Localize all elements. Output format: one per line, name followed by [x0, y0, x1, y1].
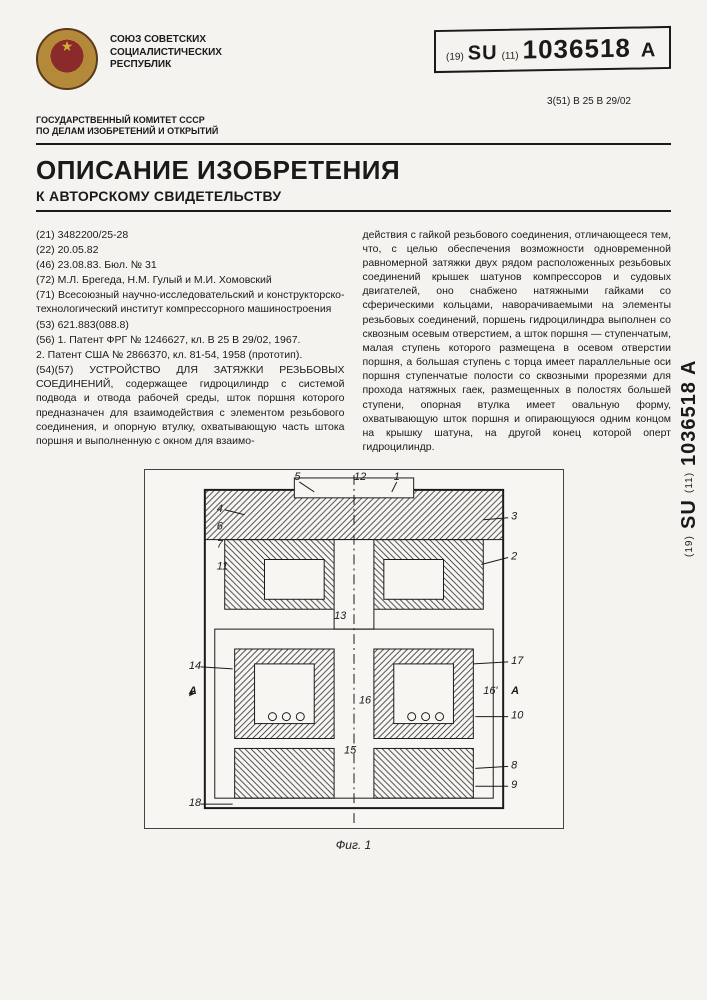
field-53: (53) 621.883(088.8): [36, 318, 345, 332]
classification-line: 3(51) В 25 В 29/02: [36, 96, 671, 107]
svg-text:5: 5: [294, 471, 301, 483]
svg-text:14: 14: [188, 660, 200, 672]
svg-text:16': 16': [483, 685, 498, 697]
pub-prefix-19: (19): [446, 52, 464, 63]
publication-number-box: (19) SU (11) 1036518 A: [434, 26, 671, 73]
svg-text:8: 8: [511, 760, 518, 772]
pub-suffix: A: [641, 39, 655, 62]
svg-text:17: 17: [511, 655, 524, 667]
field-46: (46) 23.08.83. Бюл. № 31: [36, 258, 345, 272]
svg-text:9: 9: [511, 780, 517, 792]
svg-text:13: 13: [334, 611, 346, 623]
field-21: (21) 3482200/25-28: [36, 228, 345, 242]
side-prefix-19: (19): [684, 535, 695, 557]
svg-text:A: A: [510, 685, 519, 697]
abstract-body: действия с гайкой резьбового соединения,…: [363, 228, 672, 455]
side-code: SU: [678, 499, 701, 529]
svg-text:18: 18: [188, 797, 201, 809]
figure-container: 5 12 1 4 6 7 11 3 2 13 14 A▸ 17 16'A 16 …: [36, 469, 671, 852]
svg-text:11: 11: [216, 561, 227, 573]
svg-text:1: 1: [393, 471, 399, 483]
side-prefix-11: (11): [684, 472, 695, 493]
pub-prefix-11: (11): [501, 51, 518, 62]
field-56a: (56) 1. Патент ФРГ № 1246627, кл. В 25 В…: [36, 333, 345, 347]
svg-text:16: 16: [358, 695, 371, 707]
field-72: (72) М.Л. Брегеда, Н.М. Гулый и М.И. Хом…: [36, 273, 345, 287]
union-name: СОЮЗ СОВЕТСКИХ СОЦИАЛИСТИЧЕСКИХ РЕСПУБЛИ…: [110, 28, 222, 72]
ussr-emblem-icon: [36, 28, 98, 90]
figure-1-drawing: 5 12 1 4 6 7 11 3 2 13 14 A▸ 17 16'A 16 …: [144, 469, 564, 829]
pub-number: 1036518: [522, 33, 630, 66]
svg-text:7: 7: [216, 539, 223, 551]
field-22: (22) 20.05.82: [36, 243, 345, 257]
svg-text:12: 12: [354, 471, 366, 483]
side-suffix: A: [678, 360, 701, 375]
svg-text:15: 15: [344, 745, 357, 757]
svg-text:3: 3: [511, 511, 517, 523]
field-71: (71) Всесоюзный научно-исследовательский…: [36, 288, 345, 316]
svg-text:6: 6: [216, 521, 223, 533]
divider: [36, 210, 671, 212]
header-row: СОЮЗ СОВЕТСКИХ СОЦИАЛИСТИЧЕСКИХ РЕСПУБЛИ…: [36, 28, 671, 90]
svg-text:4: 4: [216, 503, 222, 515]
field-56b: 2. Патент США № 2866370, кл. 81-54, 1958…: [36, 348, 345, 362]
side-publication-label: (19) SU (11) 1036518 A: [678, 360, 701, 557]
field-54-57: (54)(57) УСТРОЙСТВО ДЛЯ ЗАТЯЖКИ РЕЗЬБОВЫ…: [36, 363, 345, 448]
figure-caption: Фиг. 1: [36, 838, 671, 852]
pub-country-code: SU: [467, 42, 497, 66]
committee-name: ГОСУДАРСТВЕННЫЙ КОМИТЕТ СССР ПО ДЕЛАМ ИЗ…: [36, 115, 671, 137]
document-title: ОПИСАНИЕ ИЗОБРЕТЕНИЯ: [36, 155, 671, 186]
body-columns: (21) 3482200/25-28 (22) 20.05.82 (46) 23…: [36, 228, 671, 456]
divider: [36, 143, 671, 145]
right-column: действия с гайкой резьбового соединения,…: [363, 228, 672, 456]
document-subtitle: К АВТОРСКОМУ СВИДЕТЕЛЬСТВУ: [36, 188, 671, 204]
left-column: (21) 3482200/25-28 (22) 20.05.82 (46) 23…: [36, 228, 345, 456]
svg-text:2: 2: [510, 551, 517, 563]
side-number: 1036518: [678, 381, 701, 466]
svg-text:10: 10: [511, 710, 523, 722]
